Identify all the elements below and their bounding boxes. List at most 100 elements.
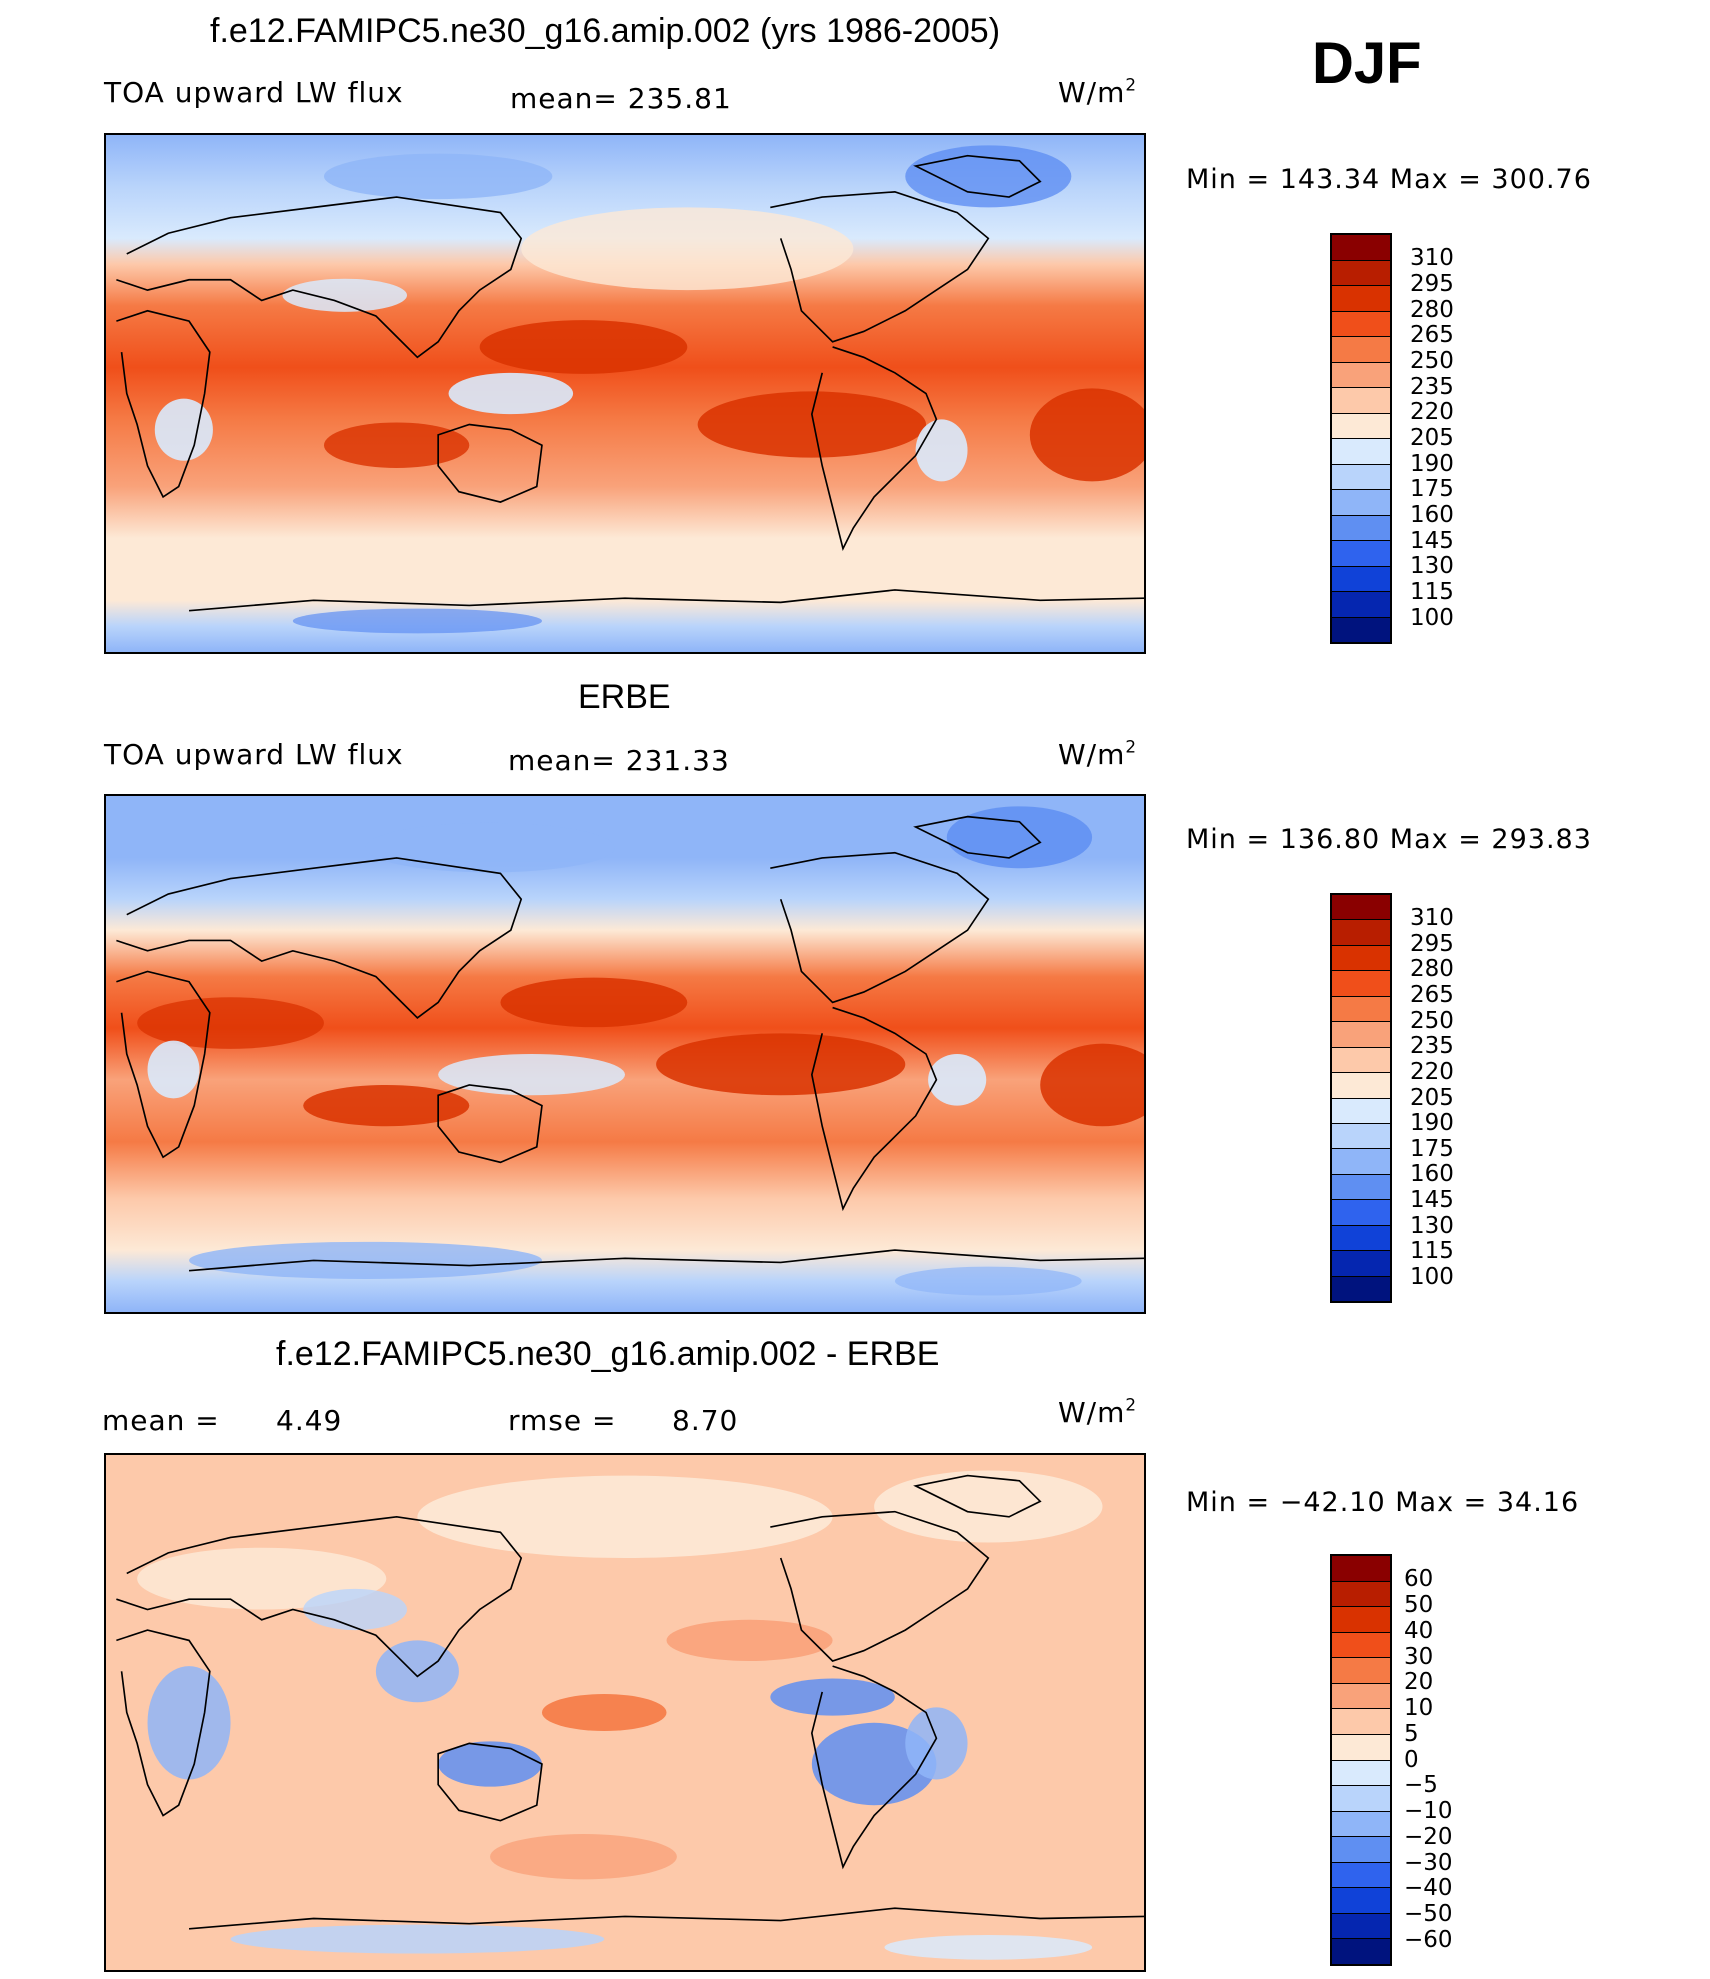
colorbar-swatch	[1332, 1225, 1390, 1252]
colorbar-tick-label: 100	[1410, 1263, 1454, 1290]
colorbar-tick-label: 310	[1410, 245, 1454, 272]
panel-diff-minmax: Min = −42.10 Max = 34.16	[1186, 1487, 1580, 1518]
colorbar-swatch	[1332, 617, 1390, 642]
colorbar-swatch	[1332, 311, 1390, 337]
colorbar-swatch	[1332, 1073, 1390, 1099]
colorbar-swatch	[1332, 541, 1390, 567]
colorbar-swatch	[1332, 1683, 1390, 1710]
panel-diff-rmse-label: rmse =	[508, 1404, 617, 1437]
colorbar-swatch	[1332, 996, 1390, 1023]
colorbar-swatch	[1332, 1149, 1390, 1175]
colorbar-swatch	[1332, 439, 1390, 465]
panel-model-colorbar-labels: 310 295 280 265 250 235 220 205 190 175 160 145 130 1…	[1410, 233, 1490, 644]
colorbar-swatch	[1332, 895, 1390, 921]
colorbar-tick-label: 145	[1410, 1187, 1454, 1213]
panel-diff-units: W/m2	[1058, 1394, 1138, 1429]
colorbar-tick-label: 250	[1410, 1007, 1454, 1034]
panel-obs-max-value: 293.83	[1491, 824, 1592, 855]
colorbar-swatch	[1332, 1022, 1390, 1048]
colorbar-tick-label: 310	[1410, 905, 1454, 932]
panel-obs-colorbar	[1330, 893, 1392, 1303]
colorbar-swatch	[1332, 592, 1390, 618]
panel-diff-title: f.e12.FAMIPC5.ne30_g16.amip.002 - ERBE	[276, 1335, 940, 1373]
season-label: DJF	[1312, 31, 1422, 96]
colorbar-tick-label: 40	[1404, 1617, 1434, 1644]
case-title: f.e12.FAMIPC5.ne30_g16.amip.002 (yrs 198…	[210, 12, 1001, 50]
colorbar-tick-label: 280	[1410, 956, 1454, 983]
colorbar-swatch	[1332, 362, 1390, 388]
panel-model-map	[104, 133, 1146, 654]
colorbar-swatch	[1332, 413, 1390, 439]
colorbar-swatch	[1332, 1174, 1390, 1201]
colorbar-swatch	[1332, 920, 1390, 946]
colorbar-swatch	[1332, 1607, 1390, 1633]
colorbar-tick-label: 5	[1404, 1720, 1419, 1747]
colorbar-swatch	[1332, 1123, 1390, 1150]
colorbar-swatch	[1332, 1632, 1390, 1659]
colorbar-tick-label: 295	[1410, 930, 1454, 957]
colorbar-swatch	[1332, 1913, 1390, 1940]
colorbar-tick-label: 50	[1404, 1592, 1434, 1618]
colorbar-tick-label: 100	[1410, 604, 1454, 631]
panel-obs-units: W/m2	[1058, 736, 1138, 771]
colorbar-swatch	[1332, 1556, 1390, 1582]
panel-model-mean-label: mean= 235.81	[510, 82, 732, 115]
colorbar-tick-label: −20	[1404, 1823, 1453, 1850]
colorbar-swatch	[1332, 971, 1390, 997]
colorbar-tick-label: −60	[1404, 1926, 1453, 1953]
colorbar-swatch	[1332, 1888, 1390, 1914]
panel-obs-map	[104, 794, 1146, 1314]
colorbar-swatch	[1332, 388, 1390, 414]
panel-diff-min-value: −42.10	[1279, 1487, 1386, 1518]
colorbar-tick-label: −10	[1404, 1798, 1453, 1824]
colorbar-tick-label: 220	[1410, 1058, 1454, 1085]
colorbar-swatch	[1332, 1581, 1390, 1608]
colorbar-tick-label: 265	[1410, 322, 1454, 349]
colorbar-swatch	[1332, 1047, 1390, 1074]
colorbar-swatch	[1332, 1837, 1390, 1863]
panel-model-variable-label: TOA upward LW flux	[104, 76, 404, 109]
panel-obs-minmax: Min = 136.80 Max = 293.83	[1186, 824, 1592, 855]
colorbar-tick-label: 115	[1410, 1238, 1454, 1265]
colorbar-tick-label: 190	[1410, 450, 1454, 477]
panel-obs-title: ERBE	[578, 678, 671, 716]
colorbar-tick-label: 130	[1410, 1212, 1454, 1239]
colorbar-tick-label: 205	[1410, 1084, 1454, 1111]
colorbar-tick-label: 130	[1410, 553, 1454, 580]
colorbar-swatch	[1332, 490, 1390, 516]
panel-diff-rmse-value: 8.70	[672, 1404, 739, 1437]
colorbar-swatch	[1332, 1098, 1390, 1124]
colorbar-tick-label: 30	[1404, 1643, 1434, 1670]
panel-model-colorbar	[1330, 233, 1392, 644]
colorbar-swatch	[1332, 566, 1390, 592]
colorbar-swatch	[1332, 1200, 1390, 1226]
colorbar-tick-label: 190	[1410, 1110, 1454, 1137]
colorbar-swatch	[1332, 235, 1390, 261]
colorbar-swatch	[1332, 1734, 1390, 1761]
panel-model-units: W/m2	[1058, 74, 1138, 109]
colorbar-tick-label: −50	[1404, 1901, 1453, 1927]
colorbar-tick-label: 145	[1410, 527, 1454, 554]
colorbar-tick-label: 175	[1410, 476, 1454, 503]
colorbar-swatch	[1332, 1811, 1390, 1838]
colorbar-swatch	[1332, 1760, 1390, 1787]
colorbar-swatch	[1332, 464, 1390, 490]
colorbar-swatch	[1332, 1251, 1390, 1277]
colorbar-swatch	[1332, 1709, 1390, 1735]
colorbar-tick-label: 0	[1404, 1746, 1419, 1773]
colorbar-tick-label: 10	[1404, 1695, 1434, 1721]
panel-model-min-value: 143.34	[1279, 164, 1381, 195]
colorbar-swatch	[1332, 260, 1390, 286]
colorbar-tick-label: 265	[1410, 982, 1454, 1008]
panel-model-minmax: Min = 143.34 Max = 300.76	[1186, 164, 1592, 195]
panel-model-max-value: 300.76	[1491, 164, 1592, 195]
colorbar-tick-label: −30	[1404, 1849, 1453, 1876]
colorbar-tick-label: 205	[1410, 425, 1454, 451]
colorbar-tick-label: 115	[1410, 579, 1454, 606]
panel-diff-max-value: 34.16	[1496, 1487, 1580, 1518]
colorbar-tick-label: 235	[1410, 373, 1454, 400]
colorbar-tick-label: 250	[1410, 347, 1454, 374]
colorbar-tick-label: 175	[1410, 1135, 1454, 1162]
colorbar-tick-label: −5	[1404, 1772, 1438, 1799]
panel-diff-mean-value: 4.49	[276, 1404, 343, 1437]
